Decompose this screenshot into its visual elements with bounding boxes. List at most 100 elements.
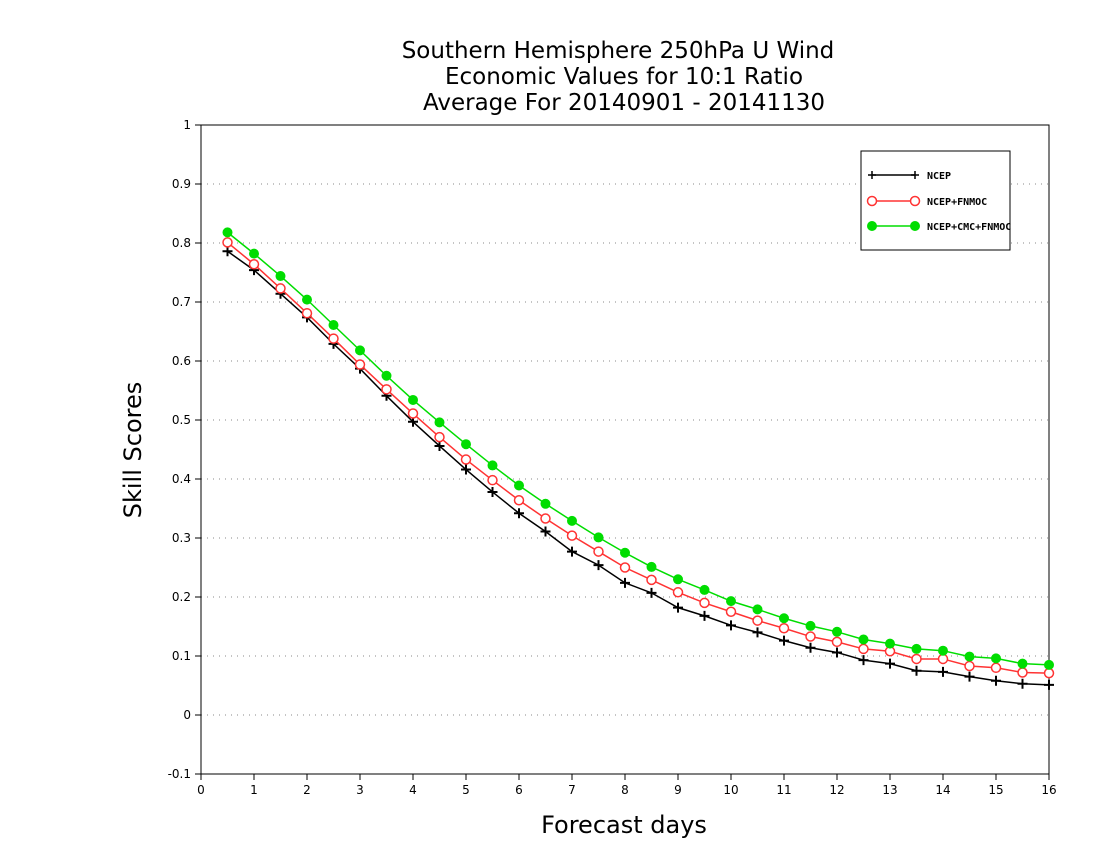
x-tick-label: 0 [197, 783, 205, 797]
legend-marker-ncep-cmc-fnmoc-right [910, 221, 920, 231]
data-point [567, 546, 577, 557]
x-tick-label: 16 [1041, 783, 1056, 797]
x-tick-label: 9 [674, 783, 682, 797]
y-tick-label: 0.8 [172, 236, 191, 250]
data-point [885, 658, 895, 669]
data-point [858, 655, 869, 666]
data-point [275, 283, 286, 294]
data-point [434, 417, 445, 428]
x-tick-label: 13 [882, 783, 897, 797]
data-point [646, 587, 657, 598]
data-point [1017, 678, 1028, 689]
data-point [514, 480, 524, 491]
data-point [752, 627, 763, 638]
x-tick-label: 10 [723, 783, 738, 797]
data-point [1017, 667, 1028, 678]
data-point [1043, 667, 1055, 679]
legend-marker-ncep-fnmoc-right [909, 195, 921, 207]
legend-label-ncep-fnmoc: NCEP+FNMOC [927, 197, 987, 208]
data-point [990, 662, 1002, 674]
data-point [779, 613, 789, 624]
data-point [911, 643, 922, 654]
data-point [355, 345, 365, 356]
chart-title-line-1: Southern Hemisphere 250hPa U Wind [402, 38, 835, 64]
legend-marker-ncep-fnmoc-left [866, 195, 878, 207]
data-point [302, 294, 312, 305]
x-tick-label: 8 [621, 783, 629, 797]
data-point [619, 562, 631, 573]
data-point [620, 577, 630, 588]
data-point [540, 498, 551, 509]
series-3 [222, 227, 1054, 670]
data-point [381, 370, 392, 381]
legend-marker-ncep-cmc-fnmoc-left [867, 221, 877, 231]
x-tick-label: 2 [303, 783, 311, 797]
legend-item-ncep-fnmoc: NCEP+FNMOC [866, 195, 987, 208]
series-layer [222, 227, 1055, 690]
data-point [248, 258, 260, 270]
data-point [487, 460, 498, 471]
data-point [620, 547, 630, 558]
legend-item-ncep-cmc-fnmoc: NCEP+CMC+FNMOC [867, 221, 1011, 233]
data-point [911, 653, 922, 665]
data-point [487, 486, 498, 497]
data-point [991, 675, 1001, 686]
data-point [434, 431, 445, 443]
data-point [937, 653, 949, 665]
y-tick-label: 0.5 [172, 413, 191, 427]
data-point [407, 408, 419, 419]
data-point [1017, 658, 1028, 669]
data-point [911, 665, 922, 676]
x-tick-label: 6 [515, 783, 523, 797]
data-point [964, 660, 975, 672]
data-point [779, 635, 789, 646]
data-point [832, 626, 842, 637]
x-tick-label: 3 [356, 783, 364, 797]
data-point [593, 532, 604, 543]
data-point [752, 604, 763, 615]
data-point [964, 651, 975, 662]
data-point [381, 384, 392, 395]
data-point [567, 515, 577, 526]
data-point [672, 587, 684, 598]
y-tick-label: 0.6 [172, 354, 191, 368]
y-tick-label: 0.1 [172, 649, 191, 663]
data-point [673, 574, 683, 585]
data-point [566, 530, 578, 541]
data-point [725, 606, 737, 617]
x-tick-label: 15 [988, 783, 1003, 797]
gridlines [201, 183, 1049, 716]
x-tick-label: 4 [409, 783, 417, 797]
data-point [805, 631, 816, 642]
x-tick-label: 14 [935, 783, 950, 797]
data-point [593, 560, 604, 571]
x-tick-label: 1 [250, 783, 258, 797]
y-tick-label: -0.1 [168, 767, 191, 781]
y-tick-label: 0.3 [172, 531, 191, 545]
data-point [222, 227, 233, 238]
series-line [227, 241, 1050, 674]
data-point [222, 246, 233, 257]
data-point [1044, 679, 1054, 690]
series-2 [222, 237, 1055, 679]
y-axis: -0.1 0 0.1 0.2 0.3 0.4 0.5 0.6 0.7 0.8 0.9 1 [168, 118, 201, 781]
data-point [1044, 659, 1054, 670]
data-point [699, 584, 710, 595]
chart-title-line-2: Economic Values for 10:1 Ratio [445, 64, 803, 90]
data-point [646, 561, 657, 572]
y-tick-label: 0.7 [172, 295, 191, 309]
y-tick-label: 0.4 [172, 472, 191, 486]
legend-marker-ncep [868, 171, 919, 179]
legend-label-ncep: NCEP [927, 171, 951, 182]
data-point [805, 620, 816, 631]
x-axis-label: Forecast days [541, 811, 707, 839]
data-point [858, 634, 869, 645]
x-tick-label: 5 [462, 783, 470, 797]
data-point [938, 666, 948, 677]
data-point [328, 320, 339, 331]
x-tick-label: 7 [568, 783, 576, 797]
chart-title: Southern Hemisphere 250hPa U Wind Econom… [402, 38, 835, 116]
y-axis-label: Skill Scores [119, 382, 147, 519]
data-point [991, 653, 1001, 664]
data-point [222, 237, 233, 248]
